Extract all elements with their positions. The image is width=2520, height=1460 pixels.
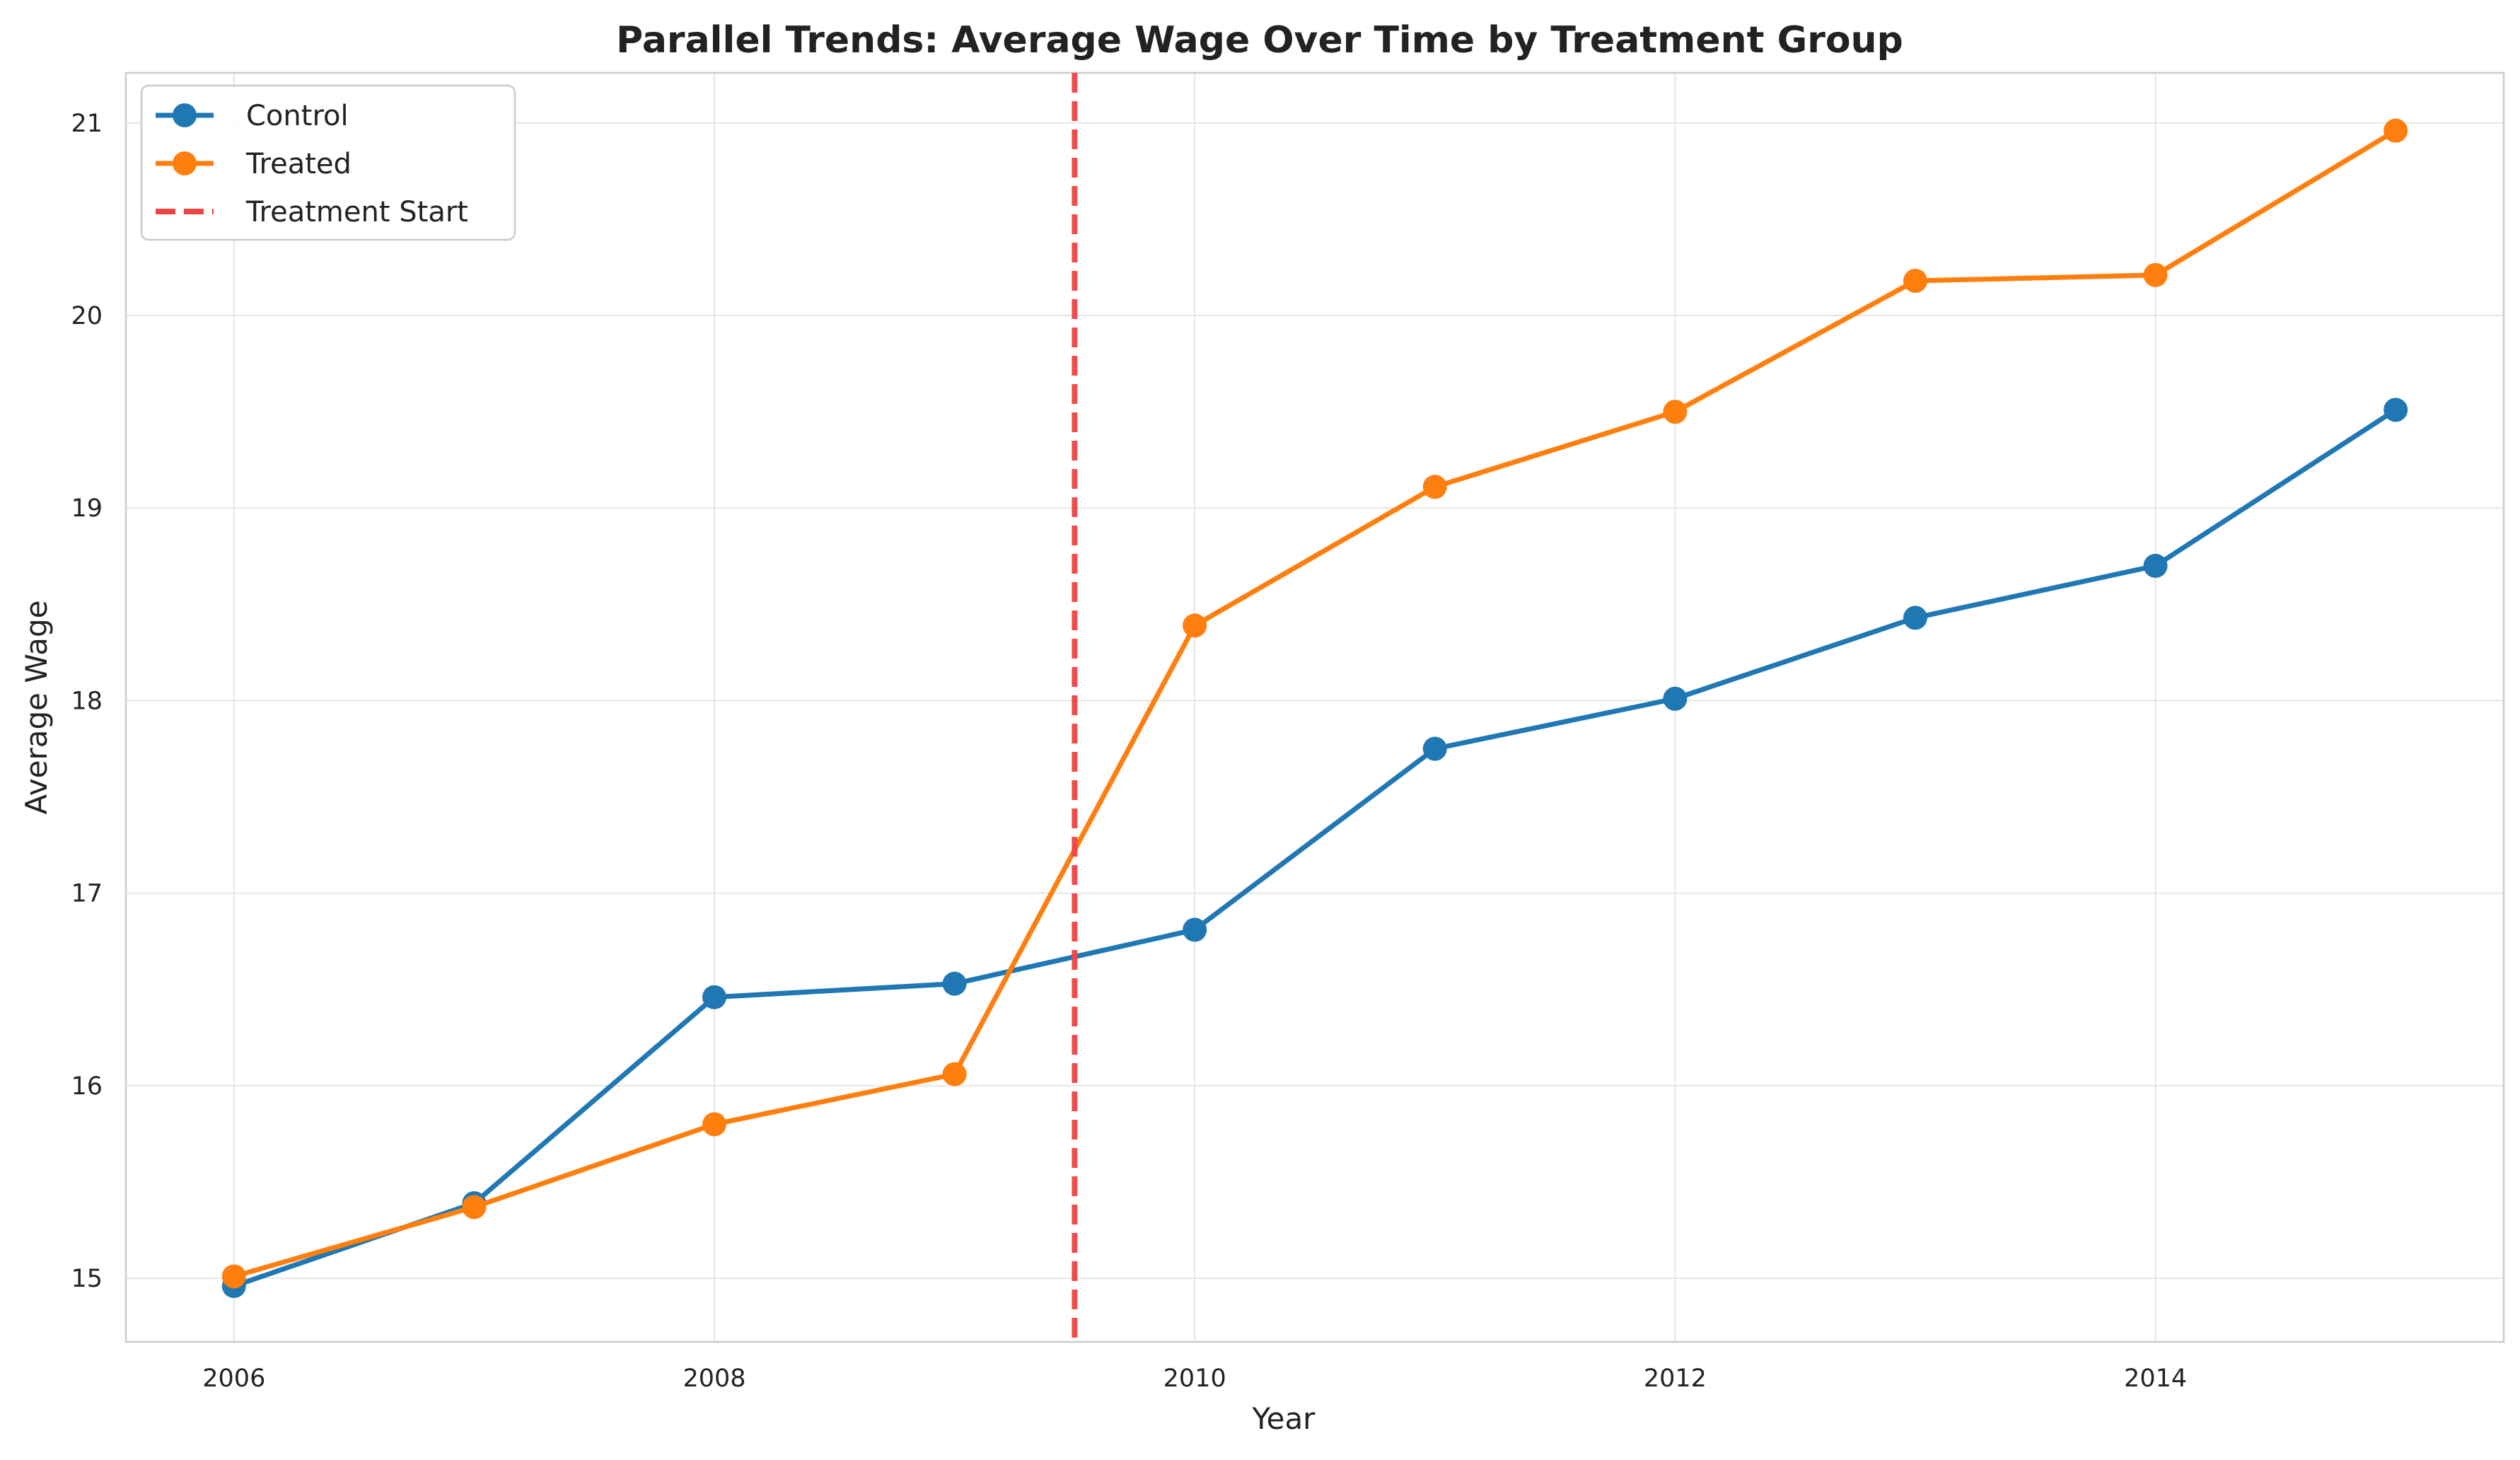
legend-label-treatment-start: Treatment Start (245, 196, 468, 228)
legend-label-control: Control (246, 100, 349, 132)
data-point-control (2143, 553, 2168, 578)
data-point-control (2383, 398, 2408, 422)
data-point-treated (2383, 118, 2408, 143)
y-tick-label: 18 (71, 687, 103, 715)
legend-swatch-marker (173, 151, 197, 175)
chart-title: Parallel Trends: Average Wage Over Time … (616, 19, 1903, 62)
x-tick-label: 2014 (2124, 1365, 2187, 1393)
y-tick-label: 19 (71, 494, 103, 523)
x-tick-label: 2006 (202, 1365, 265, 1393)
data-point-treated (1903, 269, 1927, 294)
x-axis-label: Year (1252, 1401, 1316, 1436)
data-point-control (942, 971, 967, 996)
data-point-control (1422, 736, 1447, 761)
data-point-control (702, 985, 727, 1009)
y-tick-label: 16 (71, 1072, 103, 1101)
data-point-treated (702, 1112, 727, 1137)
legend: Control Treated Treatment Start (140, 84, 516, 241)
data-point-treated (942, 1062, 967, 1087)
legend-box (140, 84, 516, 241)
y-axis-label: Average Wage (19, 601, 54, 815)
y-tick-label: 20 (71, 302, 103, 330)
y-tick-label: 21 (71, 110, 103, 138)
data-point-treated (1422, 475, 1447, 499)
axis-ticks: 2006 2008 2010 2012 2014 15 16 17 18 19 20 21 (71, 110, 2187, 1393)
y-tick-label: 15 (71, 1265, 103, 1293)
data-point-treated (2143, 262, 2168, 287)
data-point-control (1903, 606, 1927, 630)
grid (126, 73, 2504, 1342)
legend-label-treated: Treated (245, 148, 352, 180)
series-layer (221, 73, 2408, 1342)
x-tick-label: 2010 (1163, 1365, 1226, 1393)
x-tick-label: 2008 (683, 1365, 745, 1393)
data-point-treated (221, 1264, 246, 1289)
data-point-treated (1183, 613, 1207, 638)
data-point-control (1663, 686, 1688, 711)
plot-area (124, 71, 2505, 1343)
series-line-control (231, 407, 2398, 1289)
data-point-treated (1663, 400, 1688, 424)
data-point-control (1183, 917, 1207, 942)
y-tick-label: 17 (71, 880, 103, 908)
data-point-treated (462, 1195, 487, 1219)
x-tick-label: 2012 (1644, 1365, 1707, 1393)
legend-swatch-marker (173, 103, 197, 127)
series-line-treated (231, 128, 2398, 1279)
